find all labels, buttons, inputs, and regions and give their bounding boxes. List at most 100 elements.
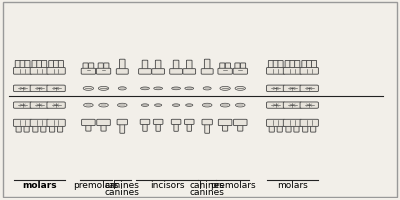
- FancyBboxPatch shape: [266, 102, 285, 108]
- FancyBboxPatch shape: [37, 60, 42, 71]
- FancyBboxPatch shape: [14, 67, 32, 74]
- FancyBboxPatch shape: [286, 122, 291, 132]
- FancyBboxPatch shape: [312, 60, 316, 71]
- FancyBboxPatch shape: [30, 67, 48, 74]
- FancyBboxPatch shape: [152, 69, 164, 74]
- Ellipse shape: [84, 103, 93, 107]
- FancyBboxPatch shape: [273, 60, 278, 71]
- FancyBboxPatch shape: [33, 122, 38, 132]
- FancyBboxPatch shape: [117, 119, 128, 125]
- FancyBboxPatch shape: [220, 63, 225, 72]
- FancyBboxPatch shape: [104, 63, 109, 72]
- FancyBboxPatch shape: [54, 60, 59, 71]
- FancyBboxPatch shape: [283, 119, 302, 126]
- Text: molars: molars: [277, 181, 308, 190]
- Ellipse shape: [186, 104, 193, 106]
- FancyBboxPatch shape: [47, 119, 65, 126]
- Ellipse shape: [154, 87, 162, 90]
- FancyBboxPatch shape: [14, 85, 32, 92]
- FancyBboxPatch shape: [58, 60, 64, 71]
- FancyBboxPatch shape: [156, 121, 160, 131]
- FancyBboxPatch shape: [268, 60, 274, 71]
- FancyBboxPatch shape: [238, 122, 243, 131]
- FancyBboxPatch shape: [81, 68, 96, 74]
- FancyBboxPatch shape: [82, 119, 95, 126]
- FancyBboxPatch shape: [30, 85, 48, 92]
- FancyBboxPatch shape: [266, 119, 285, 126]
- FancyBboxPatch shape: [300, 85, 318, 92]
- FancyBboxPatch shape: [204, 59, 210, 72]
- FancyBboxPatch shape: [41, 122, 46, 132]
- FancyBboxPatch shape: [83, 63, 88, 72]
- FancyBboxPatch shape: [294, 122, 299, 132]
- Ellipse shape: [202, 103, 212, 107]
- FancyBboxPatch shape: [120, 122, 125, 133]
- FancyBboxPatch shape: [98, 63, 103, 72]
- FancyBboxPatch shape: [234, 119, 247, 126]
- FancyBboxPatch shape: [139, 69, 151, 74]
- FancyBboxPatch shape: [47, 67, 65, 74]
- Text: canines: canines: [105, 181, 140, 190]
- FancyBboxPatch shape: [24, 122, 29, 132]
- FancyBboxPatch shape: [173, 60, 179, 72]
- Ellipse shape: [141, 87, 149, 90]
- Text: canines: canines: [190, 181, 225, 190]
- FancyBboxPatch shape: [307, 60, 312, 71]
- Text: premolars: premolars: [73, 181, 119, 190]
- Text: molars: molars: [22, 181, 57, 190]
- FancyBboxPatch shape: [283, 102, 302, 108]
- FancyBboxPatch shape: [155, 60, 161, 72]
- FancyBboxPatch shape: [25, 60, 30, 71]
- FancyBboxPatch shape: [140, 119, 150, 124]
- FancyBboxPatch shape: [233, 68, 248, 74]
- FancyBboxPatch shape: [86, 122, 91, 131]
- FancyBboxPatch shape: [202, 119, 212, 125]
- FancyBboxPatch shape: [97, 119, 110, 126]
- FancyBboxPatch shape: [88, 63, 94, 72]
- FancyBboxPatch shape: [295, 60, 300, 71]
- FancyBboxPatch shape: [186, 60, 192, 72]
- FancyBboxPatch shape: [120, 59, 125, 72]
- FancyBboxPatch shape: [184, 119, 194, 124]
- Ellipse shape: [118, 87, 126, 90]
- FancyBboxPatch shape: [278, 60, 283, 71]
- FancyBboxPatch shape: [58, 122, 63, 132]
- FancyBboxPatch shape: [32, 60, 37, 71]
- FancyBboxPatch shape: [47, 85, 65, 92]
- FancyBboxPatch shape: [266, 67, 285, 74]
- FancyBboxPatch shape: [235, 63, 240, 72]
- Ellipse shape: [99, 103, 108, 107]
- Ellipse shape: [142, 104, 148, 106]
- FancyBboxPatch shape: [50, 122, 55, 132]
- FancyBboxPatch shape: [16, 122, 21, 132]
- Ellipse shape: [220, 103, 230, 107]
- FancyBboxPatch shape: [174, 121, 178, 131]
- FancyBboxPatch shape: [277, 122, 282, 132]
- FancyBboxPatch shape: [153, 119, 163, 124]
- FancyBboxPatch shape: [285, 60, 290, 71]
- Ellipse shape: [203, 87, 211, 90]
- FancyBboxPatch shape: [187, 121, 192, 131]
- FancyBboxPatch shape: [222, 122, 228, 131]
- FancyBboxPatch shape: [96, 68, 111, 74]
- FancyBboxPatch shape: [143, 121, 147, 131]
- FancyBboxPatch shape: [170, 69, 182, 74]
- Ellipse shape: [185, 87, 194, 90]
- Ellipse shape: [172, 87, 180, 90]
- FancyBboxPatch shape: [266, 85, 285, 92]
- FancyBboxPatch shape: [30, 119, 48, 126]
- FancyBboxPatch shape: [116, 69, 128, 74]
- Ellipse shape: [154, 104, 162, 106]
- Ellipse shape: [236, 103, 245, 107]
- FancyBboxPatch shape: [15, 60, 20, 71]
- FancyBboxPatch shape: [171, 119, 181, 124]
- FancyBboxPatch shape: [20, 60, 25, 71]
- FancyBboxPatch shape: [218, 119, 232, 126]
- FancyBboxPatch shape: [225, 63, 230, 72]
- FancyBboxPatch shape: [42, 60, 47, 71]
- Ellipse shape: [118, 103, 127, 107]
- Text: premolars: premolars: [210, 181, 256, 190]
- Ellipse shape: [98, 86, 109, 90]
- FancyBboxPatch shape: [30, 102, 48, 108]
- Ellipse shape: [172, 104, 180, 106]
